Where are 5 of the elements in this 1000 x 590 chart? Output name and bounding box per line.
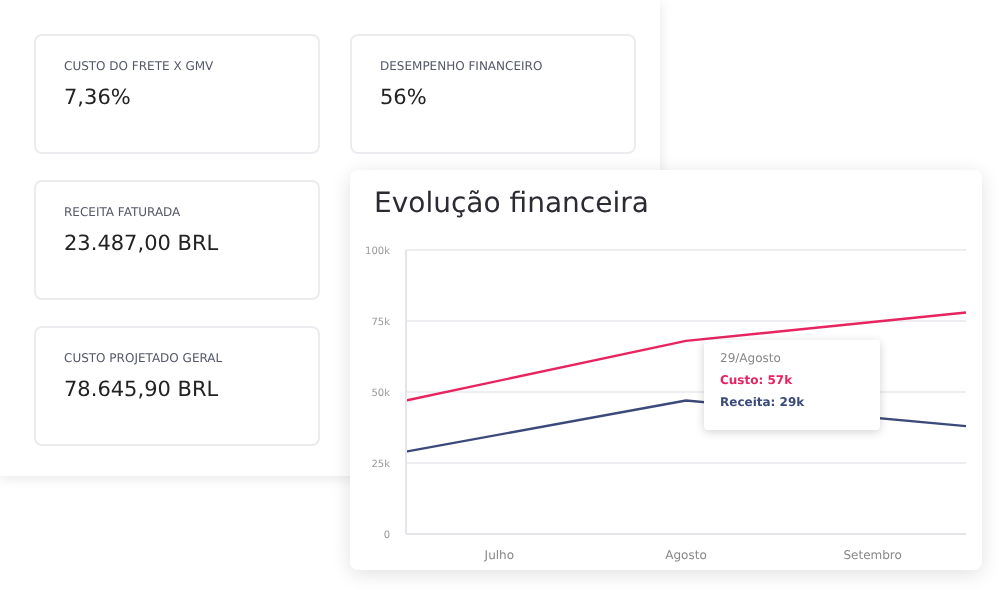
text: 78.645,90 BRL	[64, 378, 221, 402]
text: 23.487,00 BRL	[64, 232, 221, 256]
text: 56%	[380, 86, 429, 110]
text: 7,36%	[64, 86, 133, 110]
chart-title: Evolução financeira	[374, 188, 649, 220]
